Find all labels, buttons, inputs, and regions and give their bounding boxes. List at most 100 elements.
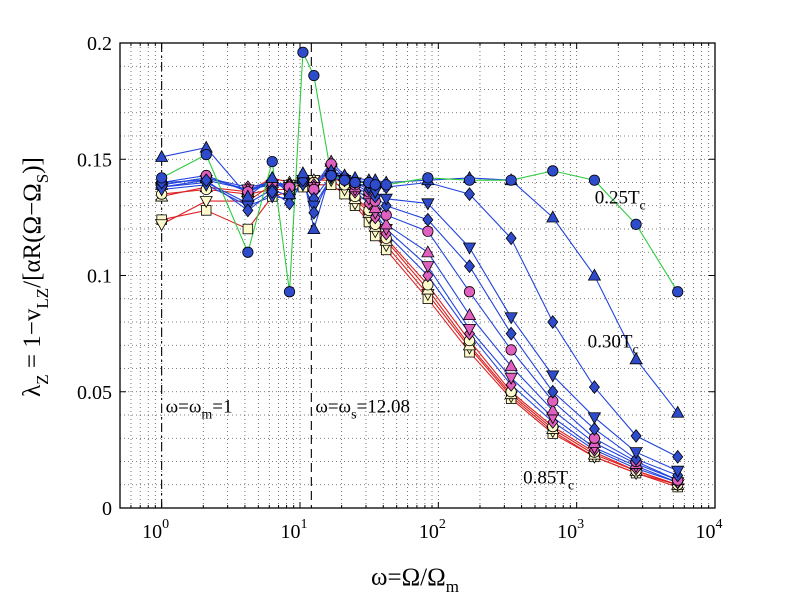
series-line <box>161 170 678 486</box>
series-0-75Tc <box>161 170 678 486</box>
data-point <box>629 447 643 460</box>
data-point <box>200 149 212 161</box>
data-point <box>296 166 310 179</box>
series-0-25Tc <box>161 52 679 293</box>
series-line <box>161 167 678 483</box>
data-point <box>463 286 476 298</box>
data-point <box>308 69 320 82</box>
y-tick-label: 0.1 <box>87 266 112 288</box>
series-group <box>154 46 685 493</box>
x-axis-label: ω=Ω/Ωm <box>371 564 459 594</box>
series-markers <box>156 168 684 464</box>
curve-label: 0.30Tc <box>588 332 639 358</box>
data-point <box>422 225 434 237</box>
data-point <box>242 246 254 258</box>
data-point <box>588 380 600 395</box>
curve-label: 0.85Tc <box>523 468 574 494</box>
data-point <box>422 212 434 227</box>
data-point <box>588 422 600 436</box>
data-point <box>421 245 435 258</box>
data-point <box>349 176 361 189</box>
series-markers <box>156 163 684 490</box>
plot-frame <box>119 42 716 509</box>
data-point <box>421 261 435 274</box>
curve-label: 0.25Tc <box>595 187 646 213</box>
data-point <box>547 165 559 177</box>
data-point <box>265 170 279 183</box>
data-point <box>421 198 435 211</box>
data-point <box>462 323 477 336</box>
data-point <box>671 405 685 418</box>
x-tick-label: 102 <box>419 517 446 543</box>
data-point <box>672 286 684 298</box>
data-point <box>505 326 517 341</box>
series-line <box>161 160 678 481</box>
series-line <box>161 170 678 483</box>
series-markers <box>154 172 685 478</box>
data-point <box>283 286 296 298</box>
data-point <box>266 184 278 199</box>
series-0-45Tc <box>161 174 678 476</box>
data-point <box>462 308 477 321</box>
data-point <box>547 384 559 399</box>
data-point <box>308 205 320 220</box>
series-markers <box>156 46 684 298</box>
vline-label: ω=ωs=12.08 <box>315 397 410 423</box>
data-point <box>588 174 601 186</box>
x-tick-label: 103 <box>557 517 584 543</box>
data-point <box>505 231 517 246</box>
data-point <box>462 242 477 255</box>
series-line <box>161 177 678 472</box>
data-point <box>379 193 393 206</box>
data-point <box>672 449 684 464</box>
data-point <box>282 187 297 200</box>
data-point <box>200 173 212 188</box>
grid <box>120 43 715 508</box>
data-point <box>266 155 278 168</box>
vline-label: ω=ωm=1 <box>166 397 233 423</box>
data-point <box>504 372 518 385</box>
series-0-65Tc <box>161 170 678 483</box>
series-0-40Tc <box>161 177 678 472</box>
data-point <box>242 223 254 235</box>
data-point <box>379 217 393 230</box>
data-point <box>505 344 517 356</box>
reference-lines: ω=ωm=1 ω=ωs=12.08 <box>161 43 410 508</box>
data-point <box>338 174 351 186</box>
data-point <box>422 268 434 283</box>
data-point <box>504 312 518 325</box>
annotations: 0.25Tc 0.30Tc 0.85Tc <box>523 187 646 493</box>
series-markers <box>154 163 685 490</box>
data-point <box>283 196 296 211</box>
data-point <box>546 403 560 416</box>
data-point <box>504 359 518 372</box>
data-point <box>154 219 169 232</box>
data-point <box>380 179 392 191</box>
data-point <box>242 203 254 218</box>
data-point <box>307 221 321 235</box>
data-point <box>629 352 643 365</box>
data-point <box>297 46 309 58</box>
data-point <box>547 315 559 329</box>
data-point <box>587 268 602 281</box>
y-tick-label: 0.2 <box>87 33 112 55</box>
x-tick-label: 104 <box>696 517 723 543</box>
series-line <box>161 174 678 476</box>
data-point <box>630 218 642 230</box>
y-tick-label: 0 <box>102 498 112 520</box>
data-point <box>369 179 381 191</box>
data-point <box>199 196 213 209</box>
data-point <box>325 169 337 182</box>
y-axis-label: λZ = 1−vLZ/[αR(Ω−ΩS)] <box>19 157 52 397</box>
axis-ticks: 100 101 102 103 104 0 0.05 0.1 0.15 0.2 <box>77 33 723 543</box>
data-point <box>463 174 476 186</box>
data-point <box>630 428 642 443</box>
data-point <box>156 172 168 184</box>
data-point <box>671 465 685 478</box>
series-0-60Tc <box>161 167 678 483</box>
series-markers <box>156 168 684 483</box>
data-point <box>368 201 382 214</box>
data-point <box>463 259 476 274</box>
series-markers <box>156 169 684 491</box>
